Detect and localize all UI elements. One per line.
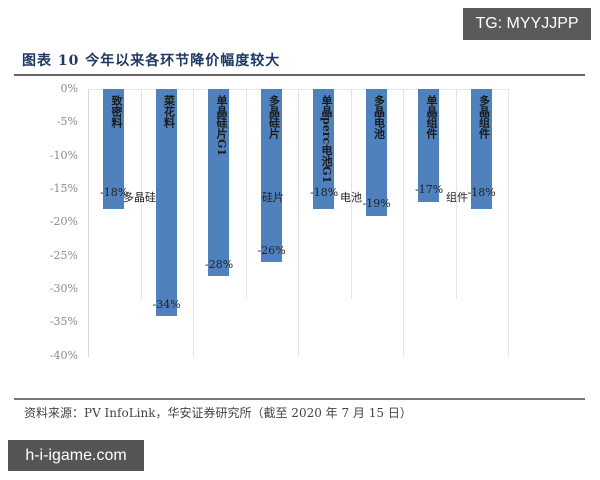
y-tick-label: -15% — [49, 182, 78, 196]
group-separator — [193, 89, 194, 357]
y-tick-label: 0% — [60, 82, 78, 95]
group-label: 多晶硅 — [123, 191, 156, 204]
category-separator — [350, 89, 352, 299]
y-tick-label: -25% — [49, 248, 78, 262]
bar-category-label: 单晶perc电池G1 — [320, 95, 333, 184]
category-separator — [455, 89, 457, 299]
watermark-bottom: h-i-igame.com — [8, 440, 144, 471]
bar-6 — [365, 89, 387, 216]
y-axis — [88, 89, 89, 357]
bar-category-label: 多晶电池 — [372, 95, 386, 139]
y-tick-label: -30% — [49, 282, 78, 296]
y-tick-label: -40% — [49, 348, 78, 362]
source-note: 资料来源：PV InfoLink，华安证券研究所（截至 2020 年 7 月 1… — [24, 406, 412, 420]
bar-7 — [418, 89, 439, 203]
value-label: -18% — [310, 186, 339, 199]
category-separator — [140, 89, 142, 299]
bar-category-label: 单晶组件 — [425, 95, 438, 139]
bar-category-label: 菜花料 — [162, 95, 176, 128]
value-label: -19% — [362, 197, 391, 210]
group-label: 硅片 — [262, 191, 284, 204]
bar-category-label: 致密料 — [110, 95, 123, 128]
bar-category-label: 多晶硅片 — [267, 95, 281, 139]
bar-category-label: 多晶组件 — [477, 95, 491, 139]
value-label: -26% — [257, 244, 286, 258]
y-tick-label: -20% — [49, 215, 78, 229]
group-separator — [298, 89, 299, 357]
bar-1 — [103, 89, 124, 210]
bar-2 — [155, 89, 177, 316]
chart-title: 图表 10 今年以来各环节降价幅度较大 — [22, 53, 281, 69]
y-tick-label: -10% — [49, 148, 78, 162]
watermark-top: TG: MYYJJPP — [463, 8, 591, 40]
bar-chart: 0% -5% -10% -15% -20% -25% -30% -35% -40% 致密料 -18%… — [49, 82, 509, 362]
bar-5 — [313, 89, 334, 210]
bar-4 — [260, 89, 282, 263]
group-separator — [508, 89, 509, 357]
y-tick-label: -5% — [56, 115, 78, 129]
title-divider — [14, 74, 585, 76]
category-separator — [245, 89, 247, 299]
group-label: 组件 — [446, 191, 468, 204]
bar-category-label: 单晶硅片G1 — [215, 95, 228, 157]
value-label: -28% — [205, 257, 234, 271]
group-label: 电池 — [340, 191, 362, 204]
bar-3 — [208, 89, 229, 276]
group-separator — [403, 89, 404, 357]
bar-8 — [470, 89, 492, 210]
value-label: -18% — [100, 186, 129, 199]
value-label: -18% — [467, 186, 496, 199]
value-label: -34% — [152, 297, 181, 311]
source-divider — [14, 398, 585, 400]
value-label: -17% — [415, 183, 444, 196]
y-tick-label: -35% — [49, 315, 78, 329]
